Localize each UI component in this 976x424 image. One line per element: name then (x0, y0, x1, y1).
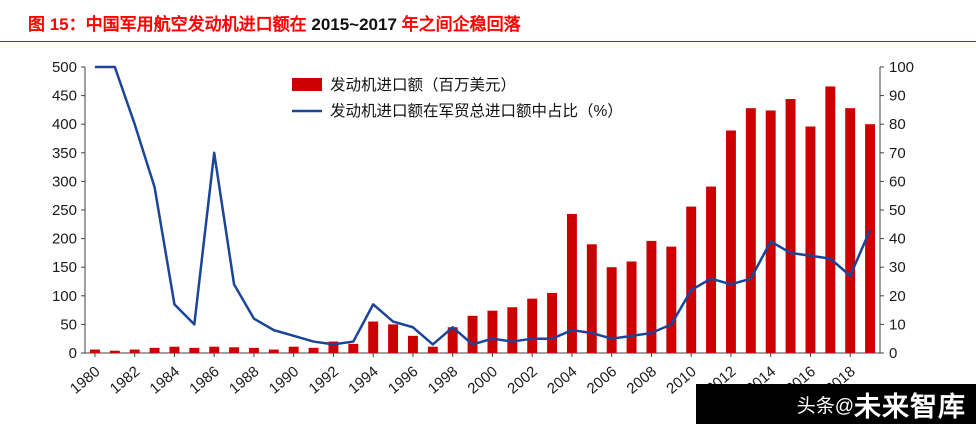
svg-text:1992: 1992 (306, 363, 342, 397)
svg-text:1994: 1994 (345, 363, 381, 397)
svg-text:80: 80 (889, 116, 906, 133)
svg-text:1988: 1988 (226, 363, 262, 397)
svg-text:150: 150 (52, 259, 77, 276)
title-year-range: 2015~2017 (311, 15, 397, 34)
svg-text:450: 450 (52, 88, 77, 105)
svg-text:2006: 2006 (584, 363, 620, 397)
left-axis-ticks: 0 50 100 150 200 250 300 350 400 450 500 (52, 59, 85, 362)
svg-text:10: 10 (889, 316, 906, 333)
svg-text:30: 30 (889, 259, 906, 276)
watermark-name: 未来智库 (854, 391, 966, 422)
svg-text:1998: 1998 (425, 363, 461, 397)
title-text-suffix: 年之间企稳回落 (396, 15, 521, 34)
svg-text:2000: 2000 (465, 363, 501, 397)
chart-area: 0 50 100 150 200 250 300 350 400 450 500 0 10 20 30 40 5… (0, 42, 976, 424)
svg-text:100: 100 (52, 288, 77, 305)
watermark: 头条@ 未来智库 (696, 384, 976, 424)
legend-line-label: 发动机进口额在军贸总进口额中占比（%） (330, 102, 623, 120)
watermark-prefix: 头条@ (796, 395, 854, 417)
svg-text:400: 400 (52, 116, 77, 133)
svg-text:350: 350 (52, 145, 77, 162)
right-axis-ticks: 0 10 20 30 40 50 60 70 80 90 100 (880, 59, 914, 362)
svg-text:50: 50 (60, 316, 77, 333)
combo-chart: 0 50 100 150 200 250 300 350 400 450 500 0 10 20 30 40 5… (52, 59, 914, 398)
svg-text:300: 300 (52, 173, 77, 190)
legend-bar-label: 发动机进口额（百万美元） (330, 76, 516, 94)
svg-text:1980: 1980 (67, 363, 103, 397)
svg-text:1990: 1990 (266, 363, 302, 397)
legend-bar-swatch (292, 78, 322, 91)
figure-title: 图 15：中国军用航空发动机进口额在 2015~2017 年之间企稳回落 (0, 0, 976, 42)
svg-text:2002: 2002 (504, 363, 540, 397)
svg-text:0: 0 (889, 345, 897, 362)
svg-text:50: 50 (889, 202, 906, 219)
svg-text:100: 100 (889, 59, 914, 76)
svg-text:2004: 2004 (544, 363, 580, 397)
svg-text:1996: 1996 (385, 363, 421, 397)
svg-text:20: 20 (889, 288, 906, 305)
svg-text:250: 250 (52, 202, 77, 219)
svg-text:1986: 1986 (186, 363, 222, 397)
svg-text:1982: 1982 (107, 363, 143, 397)
title-text-prefix: 图 15：中国军用航空发动机进口额在 (28, 15, 312, 34)
svg-text:2008: 2008 (624, 363, 660, 397)
svg-text:200: 200 (52, 231, 77, 248)
svg-text:0: 0 (69, 345, 77, 362)
svg-text:90: 90 (889, 88, 906, 105)
svg-text:40: 40 (889, 231, 906, 248)
svg-text:500: 500 (52, 59, 77, 76)
svg-text:60: 60 (889, 173, 906, 190)
svg-text:70: 70 (889, 145, 906, 162)
legend: 发动机进口额（百万美元） 发动机进口额在军贸总进口额中占比（%） (292, 76, 623, 120)
bar-series (89, 86, 876, 354)
svg-text:1984: 1984 (147, 363, 183, 397)
line-series (94, 65, 872, 346)
svg-text:2010: 2010 (663, 363, 699, 397)
